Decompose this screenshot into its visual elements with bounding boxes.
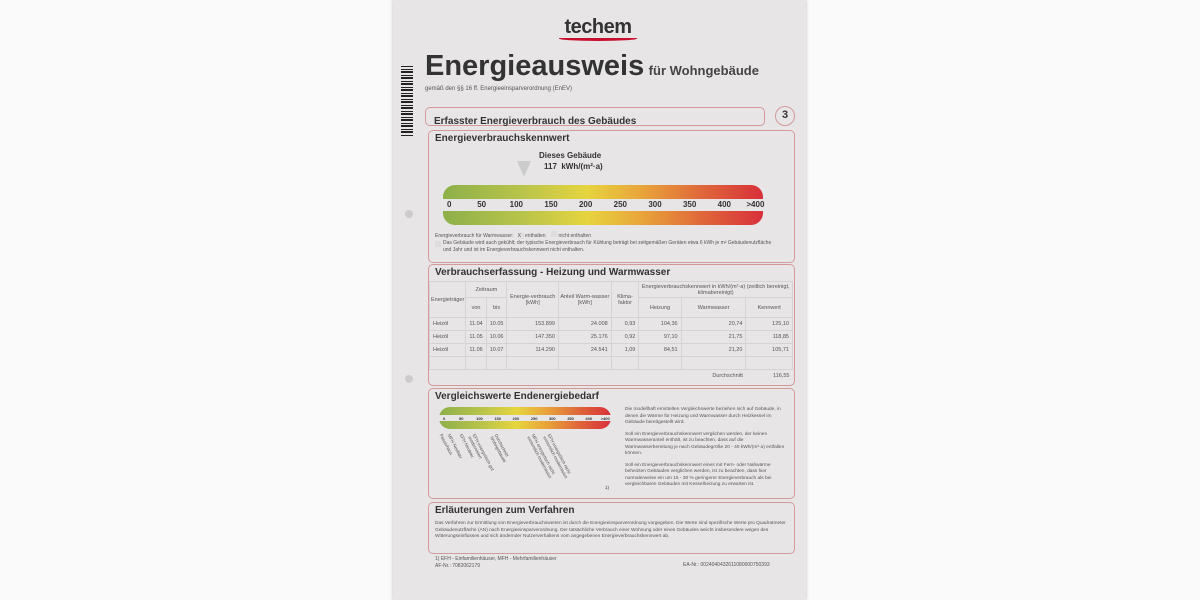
table-cell: 10.06 [485,330,508,344]
table-cell: 24.008 [557,317,612,331]
scale-tick: 150 [494,415,501,421]
page-title: Energieausweis für Wohngebäude [425,50,759,82]
procedure-text: Das Verfahren zur Ermittlung von Energie… [435,521,786,539]
scale-tick: 0 [443,415,446,421]
scale-tick: 400 [717,200,732,209]
table-cell: 0,93 [610,317,640,331]
scale-tick: 300 [548,415,556,421]
scale-tick: 150 [544,200,558,209]
table-cell: Heizöl [428,330,467,344]
punch-hole [405,210,413,218]
footer-note: 1) EFH - Einfamilienhäuser, MFH - Mehrfa… [435,556,557,569]
scale-tick: 250 [530,415,538,421]
table-cell: 84,51 [638,343,682,357]
included-checkbox[interactable]: X [517,233,524,239]
scale-tick: 50 [458,415,464,421]
punch-hole [405,375,413,383]
scale-tick: 350 [567,415,574,421]
scale-tick: 300 [648,200,662,209]
table-cell: 10.07 [485,343,508,357]
scale-tick: 250 [613,200,628,209]
ea-number: EA-Nr.: 0024040432611080000750393 [683,562,770,568]
table-cell: 20,74 [680,317,747,331]
table-cell: 1,09 [610,343,640,357]
scale-tick: 100 [509,200,524,209]
kennwert-section: Energieverbrauchskennwert Dieses Gebäude… [428,130,795,263]
table-cell: 21,20 [680,343,747,357]
table-row: Heizöl 11.05 10.06 147.350 25.176 0,92 97,10 21… [428,330,793,344]
scale-tick: 0 [447,200,452,209]
arrow-down-icon [517,161,531,177]
comparison-paragraph: Soll ein Energieverbrauchskennwert eines… [625,462,772,488]
section-heading: Energieverbrauchskennwert [435,133,570,144]
table-row: Heizöl 11.06 10.07 114.290 24.541 1,09 84,51 21… [428,343,793,357]
table-cell: Heizöl [428,343,467,357]
comparison-notes: Die modellhaft ermittelten Vergleichswer… [625,407,790,494]
table-cell: 147.350 [506,330,559,344]
table-cell: 11.06 [465,343,487,357]
energy-scale-bar: 0 50 100 150 200 250 300 350 400 >400 [443,185,765,225]
table-cell: 10.05 [485,317,508,331]
section-heading: Erläuterungen zum Verfahren [435,505,575,516]
table-cell: 114.290 [506,343,559,357]
scale-tick: 100 [476,415,483,421]
page-number-badge: 3 [775,106,795,126]
verbrauch-section: Verbrauchserfassung - Heizung und Warmwa… [428,264,795,386]
footnote-mark: 1) [605,485,610,490]
table-row: Heizöl 11.04 10.05 153.899 24.008 0,93 104,36 2… [428,317,793,331]
cooling-checkbox[interactable] [435,241,441,247]
table-cell: 25.176 [557,330,612,344]
excluded-checkbox[interactable] [551,231,558,237]
table-cell: 24.541 [557,343,612,357]
table-cell: Heizöl [428,317,467,331]
table-cell: 153.899 [506,317,559,331]
vergleich-section: Vergleichswerte Endenergiebedarf 0 50 100 1… [428,388,795,499]
table-cell: 11.04 [465,317,487,331]
consumption-table: Energieträger Zeitraum Energie-verbrauch [… [428,281,793,383]
table-cell: 118,85 [745,330,793,344]
table-cell: 21,75 [680,330,747,344]
scale-tick: 50 [477,200,487,209]
section-header: Erfasster Energieverbrauch des Gebäudes [425,107,765,127]
table-cell: 11.05 [465,330,487,344]
section-heading: Vergleichswerte Endenergiebedarf [435,391,599,402]
table-cell: 104,36 [638,317,682,331]
building-value: 117 kWh/(m²·a) [544,162,603,171]
scale-tick: 200 [512,415,520,421]
building-label: Dieses Gebäude [539,151,602,160]
subtitle: gemäß den §§ 16 ff. Energieeinsparverord… [425,86,572,92]
scale-tick: >400 [746,200,765,209]
energy-certificate-page: techem Energieausweis für Wohngebäude ge… [393,0,806,600]
comparison-scale-bar: 0 50 100 150 200 250 300 350 400 >400 [439,407,611,429]
scale-tick: >400 [600,415,610,421]
table-cell: 0,92 [610,330,640,344]
table-cell: 125,10 [745,317,793,331]
comparison-paragraph: Soll ein Energieverbrauchskennwert vergl… [625,431,785,457]
section-heading: Verbrauchserfassung - Heizung und Warmwa… [435,267,671,278]
scale-tick: 350 [682,200,697,209]
cooling-note: Das Gebäude wird auch gekühlt; der typis… [435,240,775,253]
scale-tick: 200 [578,200,593,209]
scale-tick: 400 [585,415,593,421]
warmwasser-row: Energieverbrauch für Warmwasser: X entha… [435,231,592,239]
table-cell: 97,10 [638,330,682,344]
barcode [401,66,413,136]
techem-logo: techem [553,16,643,41]
table-cell: 105,71 [745,343,793,357]
erlaeuterung-section: Erläuterungen zum Verfahren Das Verfahre… [428,502,795,554]
comparison-paragraph: Die modellhaft ermittelten Vergleichswer… [625,407,781,425]
